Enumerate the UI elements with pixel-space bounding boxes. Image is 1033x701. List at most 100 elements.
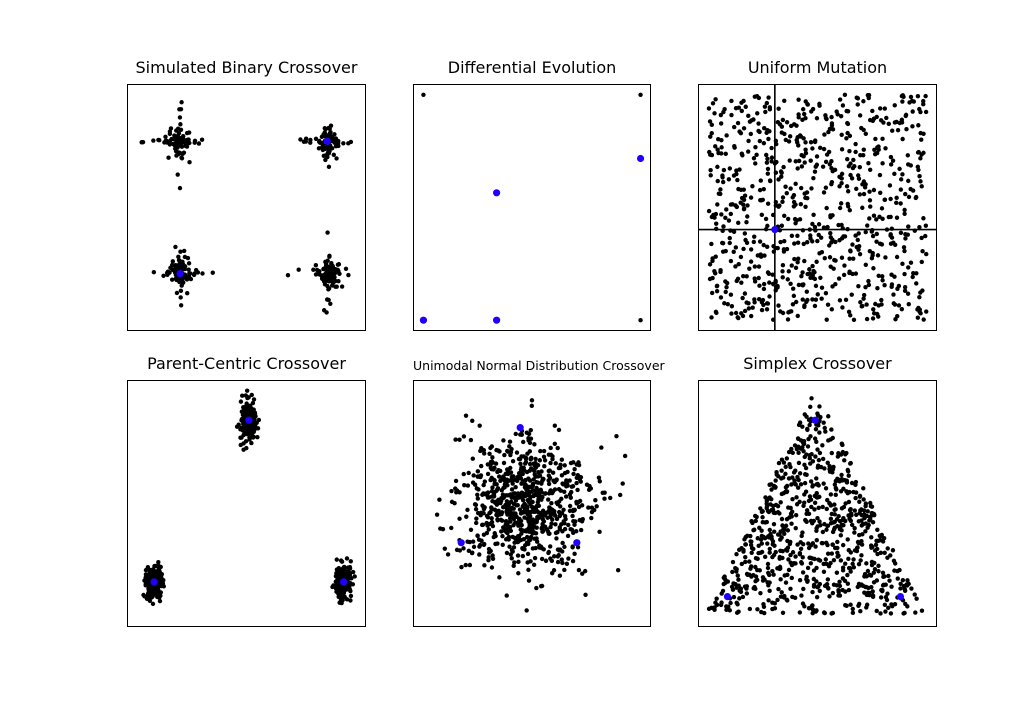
offspring-point <box>487 521 492 527</box>
offspring-point <box>794 502 800 507</box>
offspring-point <box>898 187 904 192</box>
offspring-point <box>496 508 501 513</box>
offspring-point <box>878 106 883 111</box>
offspring-point <box>344 597 350 602</box>
offspring-point <box>864 316 870 322</box>
offspring-point <box>838 558 844 563</box>
offspring-point <box>709 130 714 136</box>
offspring-point <box>777 511 782 516</box>
offspring-point <box>800 270 805 275</box>
offspring-point <box>479 538 484 543</box>
offspring-point <box>758 254 764 259</box>
offspring-point <box>791 199 797 205</box>
offspring-point <box>797 610 803 615</box>
offspring-point <box>750 305 755 310</box>
offspring-point <box>177 277 183 282</box>
offspring-point <box>778 169 784 174</box>
offspring-point <box>812 303 818 309</box>
offspring-point <box>546 491 552 496</box>
offspring-point <box>151 270 157 275</box>
offspring-point <box>797 217 803 222</box>
offspring-point <box>815 465 821 470</box>
offspring-point <box>871 187 877 193</box>
offspring-point <box>837 593 843 598</box>
offspring-point <box>807 227 812 232</box>
offspring-point <box>905 578 910 583</box>
offspring-point <box>461 434 467 439</box>
offspring-point <box>915 164 921 170</box>
offspring-point <box>784 516 790 522</box>
offspring-point <box>597 529 602 535</box>
offspring-point <box>472 482 478 487</box>
offspring-point <box>178 127 184 133</box>
offspring-point <box>841 272 847 278</box>
offspring-point <box>543 491 548 496</box>
offspring-point <box>891 301 896 306</box>
offspring-point <box>805 102 810 107</box>
offspring-point <box>177 115 183 120</box>
offspring-point <box>810 297 815 302</box>
offspring-point <box>761 602 766 607</box>
offspring-point <box>713 309 719 315</box>
offspring-point <box>818 523 823 528</box>
offspring-point <box>348 593 354 599</box>
offspring-point <box>716 191 722 196</box>
offspring-point <box>552 423 558 428</box>
offspring-point <box>313 136 319 141</box>
offspring-point <box>802 304 807 310</box>
offspring-point <box>546 473 552 478</box>
offspring-point <box>508 452 513 458</box>
offspring-point <box>877 172 883 178</box>
offspring-point <box>770 272 775 277</box>
offspring-point <box>576 504 582 510</box>
offspring-point <box>308 140 313 145</box>
offspring-point <box>824 506 829 512</box>
offspring-point <box>795 260 800 265</box>
offspring-point <box>710 258 715 264</box>
offspring-point <box>525 551 531 557</box>
offspring-point <box>546 531 551 536</box>
offspring-point <box>730 569 735 575</box>
offspring-point <box>746 149 751 154</box>
offspring-point <box>867 167 873 172</box>
offspring-point <box>870 594 876 600</box>
offspring-point <box>344 556 350 561</box>
offspring-point <box>851 157 856 163</box>
offspring-point <box>186 261 192 266</box>
offspring-point <box>864 574 869 579</box>
offspring-point <box>907 100 912 105</box>
offspring-point <box>555 559 561 565</box>
offspring-point <box>311 267 316 272</box>
plot-area <box>698 380 937 627</box>
offspring-point <box>845 467 850 473</box>
subplot-title: Unimodal Normal Distribution Crossover <box>413 358 665 373</box>
offspring-point <box>867 198 873 203</box>
offspring-point <box>523 456 529 462</box>
offspring-point <box>807 453 812 458</box>
offspring-point <box>251 434 256 439</box>
offspring-point <box>804 472 809 477</box>
offspring-point <box>844 450 849 456</box>
offspring-point <box>783 137 789 143</box>
offspring-point <box>526 491 531 497</box>
offspring-point <box>817 404 822 409</box>
offspring-point <box>822 610 827 616</box>
offspring-point <box>782 525 787 531</box>
offspring-point <box>859 539 864 544</box>
offspring-point <box>831 557 837 563</box>
offspring-point <box>485 495 491 500</box>
offspring-point <box>800 424 805 429</box>
offspring-point <box>718 187 723 192</box>
offspring-point <box>482 541 487 547</box>
offspring-point <box>793 482 798 487</box>
offspring-point <box>900 136 905 142</box>
offspring-point <box>557 513 562 519</box>
offspring-point <box>238 442 243 448</box>
offspring-point <box>720 179 726 185</box>
offspring-point <box>461 471 466 477</box>
offspring-point <box>512 560 517 565</box>
offspring-point <box>554 500 559 505</box>
offspring-point <box>599 445 604 450</box>
offspring-point <box>732 124 737 130</box>
offspring-point <box>748 259 754 264</box>
